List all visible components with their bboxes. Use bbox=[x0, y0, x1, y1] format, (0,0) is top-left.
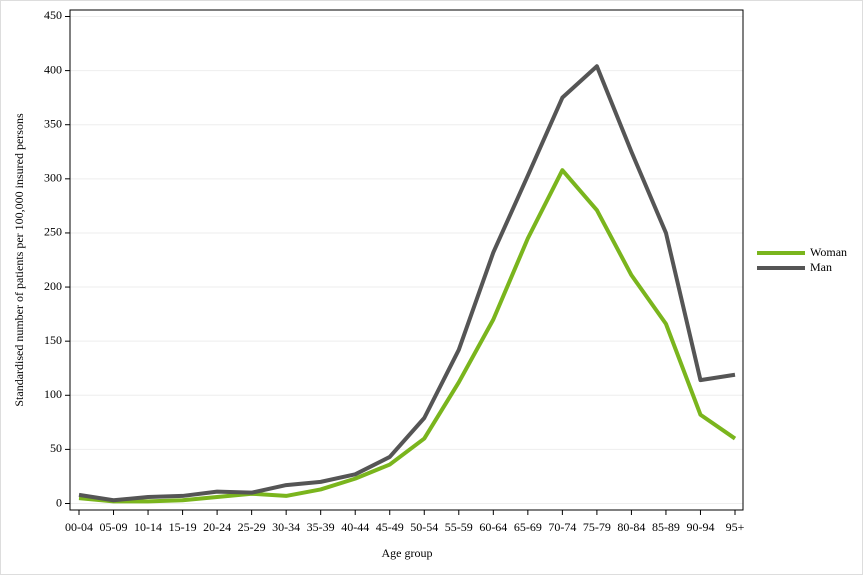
y-tick-label: 250 bbox=[44, 225, 62, 239]
x-axis-title: Age group bbox=[382, 546, 433, 560]
line-series bbox=[78, 64, 736, 503]
x-tick-label: 85-89 bbox=[652, 520, 680, 534]
y-tick-label: 200 bbox=[44, 279, 62, 293]
y-tick-label: 150 bbox=[44, 333, 62, 347]
x-tick-label: 55-59 bbox=[445, 520, 473, 534]
legend-label: Man bbox=[810, 260, 832, 274]
x-tick-label: 20-24 bbox=[203, 520, 231, 534]
x-tick-label: 35-39 bbox=[307, 520, 335, 534]
x-tick-label: 95+ bbox=[726, 520, 745, 534]
y-axis-title: Standardised number of patients per 100,… bbox=[12, 113, 26, 407]
y-tick-label: 100 bbox=[44, 387, 62, 401]
legend-label: Woman bbox=[810, 245, 847, 259]
y-tick-label: 350 bbox=[44, 116, 62, 130]
x-tick-label: 15-19 bbox=[169, 520, 197, 534]
line-series bbox=[78, 168, 737, 504]
y-tick-label: 450 bbox=[44, 8, 62, 22]
plot-frame bbox=[69, 9, 744, 511]
x-tick-label: 00-04 bbox=[65, 520, 93, 534]
x-tick-label: 10-14 bbox=[134, 520, 162, 534]
y-tick-label: 400 bbox=[44, 62, 62, 76]
y-tick-label: 300 bbox=[44, 171, 62, 185]
y-tick-label: 0 bbox=[56, 495, 62, 509]
x-tick-label: 90-94 bbox=[686, 520, 714, 534]
x-tick-label: 30-34 bbox=[272, 520, 300, 534]
x-tick-label: 65-69 bbox=[514, 520, 542, 534]
x-tick-label: 25-29 bbox=[238, 520, 266, 534]
x-tick-label: 80-84 bbox=[617, 520, 645, 534]
x-tick-label: 60-64 bbox=[479, 520, 507, 534]
x-tick-label: 50-54 bbox=[410, 520, 438, 534]
x-tick-label: 40-44 bbox=[341, 520, 369, 534]
x-tick-label: 75-79 bbox=[583, 520, 611, 534]
x-tick-label: 70-74 bbox=[548, 520, 576, 534]
y-tick-label: 50 bbox=[50, 441, 62, 455]
x-tick-label: 05-09 bbox=[100, 520, 128, 534]
x-tick-label: 45-49 bbox=[376, 520, 404, 534]
